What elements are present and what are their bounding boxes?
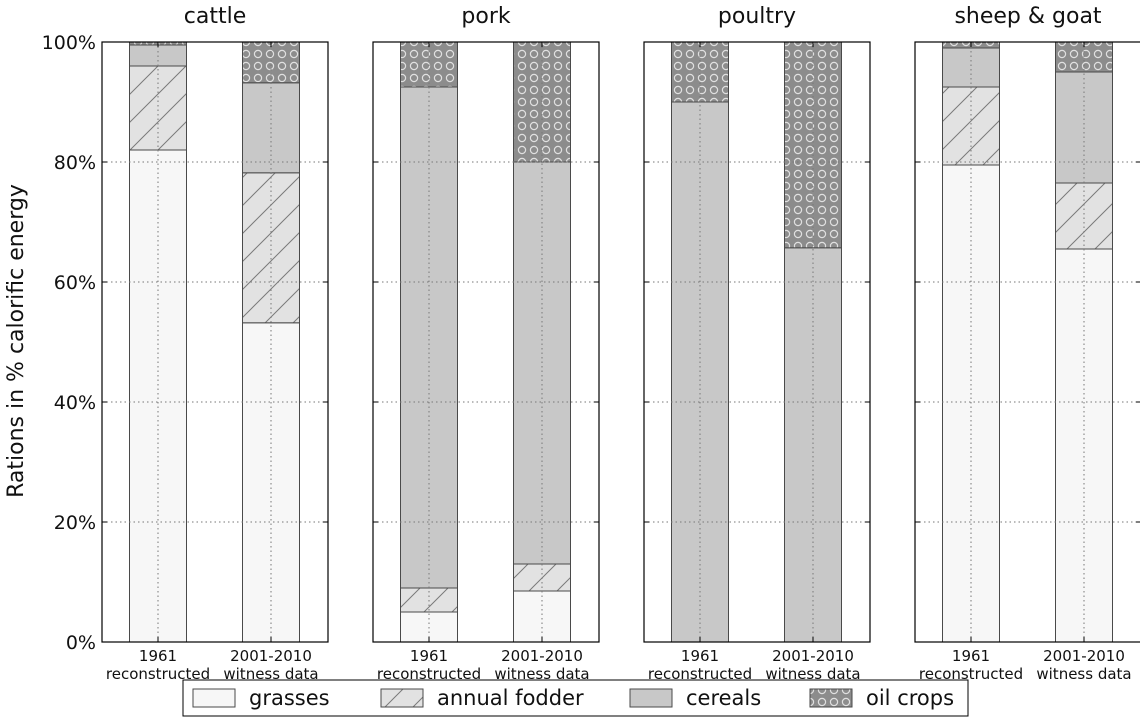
y-axis-label: Rations in % calorific energy: [4, 184, 29, 498]
legend-label-grasses: grasses: [249, 686, 330, 710]
x-tick-label: reconstructed: [377, 665, 481, 683]
panel-frame: [101, 41, 329, 643]
x-tick-label: witness data: [1036, 665, 1131, 683]
panel-frame: [914, 41, 1140, 643]
legend-swatch-annual-fodder: [380, 688, 424, 708]
legend-swatch-oil-crops: [809, 688, 853, 708]
legend: grasses annual fodder cereals oil crops: [182, 679, 969, 717]
y-tick-label: 100%: [42, 32, 96, 54]
x-tick-label: 2001-2010: [772, 647, 854, 665]
x-tick-label: 1961: [952, 647, 990, 665]
x-tick-label: witness data: [494, 665, 589, 683]
bar-pork-cereals-1961: [400, 86, 458, 589]
y-tick-label: 40%: [54, 392, 96, 414]
y-tick-label: 20%: [54, 512, 96, 534]
panel-title-cattle: cattle: [184, 4, 246, 29]
legend-label-oil-crops: oil crops: [866, 686, 954, 710]
x-tick-label: witness data: [223, 665, 318, 683]
bar-sheep-goat-cereals-1961: [942, 47, 1000, 88]
x-tick-label: 1961: [681, 647, 719, 665]
legend-label-annual-fodder: annual fodder: [437, 686, 584, 710]
panel-title-pork: pork: [461, 4, 510, 29]
bar-sheep-goat-annual-fodder-1961: [942, 86, 1000, 166]
bar-sheep-goat-grasses-2001-2010: [1055, 248, 1113, 643]
panel-frame: [372, 41, 600, 643]
bar-poultry-oil-crops-2001-2010: [784, 41, 842, 249]
x-tick-label: reconstructed: [106, 665, 210, 683]
x-tick-label: 1961: [139, 647, 177, 665]
x-tick-label: reconstructed: [919, 665, 1023, 683]
y-tick-label: 60%: [54, 272, 96, 294]
legend-swatch-cereals: [629, 688, 673, 708]
y-tick-label: 80%: [54, 152, 96, 174]
bar-cattle-annual-fodder-1961: [129, 65, 187, 151]
x-tick-label: 2001-2010: [230, 647, 312, 665]
y-tick-label: 0%: [66, 632, 96, 654]
legend-swatch-grasses: [192, 688, 236, 708]
bar-cattle-oil-crops-2001-2010: [242, 41, 300, 84]
bar-pork-grasses-2001-2010: [513, 590, 571, 643]
bar-sheep-goat-annual-fodder-2001-2010: [1055, 182, 1113, 250]
x-tick-label: reconstructed: [648, 665, 752, 683]
bar-cattle-annual-fodder-2001-2010: [242, 172, 300, 324]
panel-frame: [643, 41, 871, 643]
legend-label-cereals: cereals: [686, 686, 761, 710]
bar-cattle-grasses-1961: [129, 149, 187, 643]
chart-panels: cattle1961reconstructed2001-2010witness …: [42, 4, 1140, 683]
panel-title-poultry: poultry: [718, 4, 796, 29]
x-tick-label: witness data: [765, 665, 860, 683]
x-tick-label: 1961: [410, 647, 448, 665]
x-tick-label: 2001-2010: [501, 647, 583, 665]
panel-title-sheep-goat: sheep & goat: [954, 4, 1101, 29]
x-tick-label: 2001-2010: [1043, 647, 1125, 665]
